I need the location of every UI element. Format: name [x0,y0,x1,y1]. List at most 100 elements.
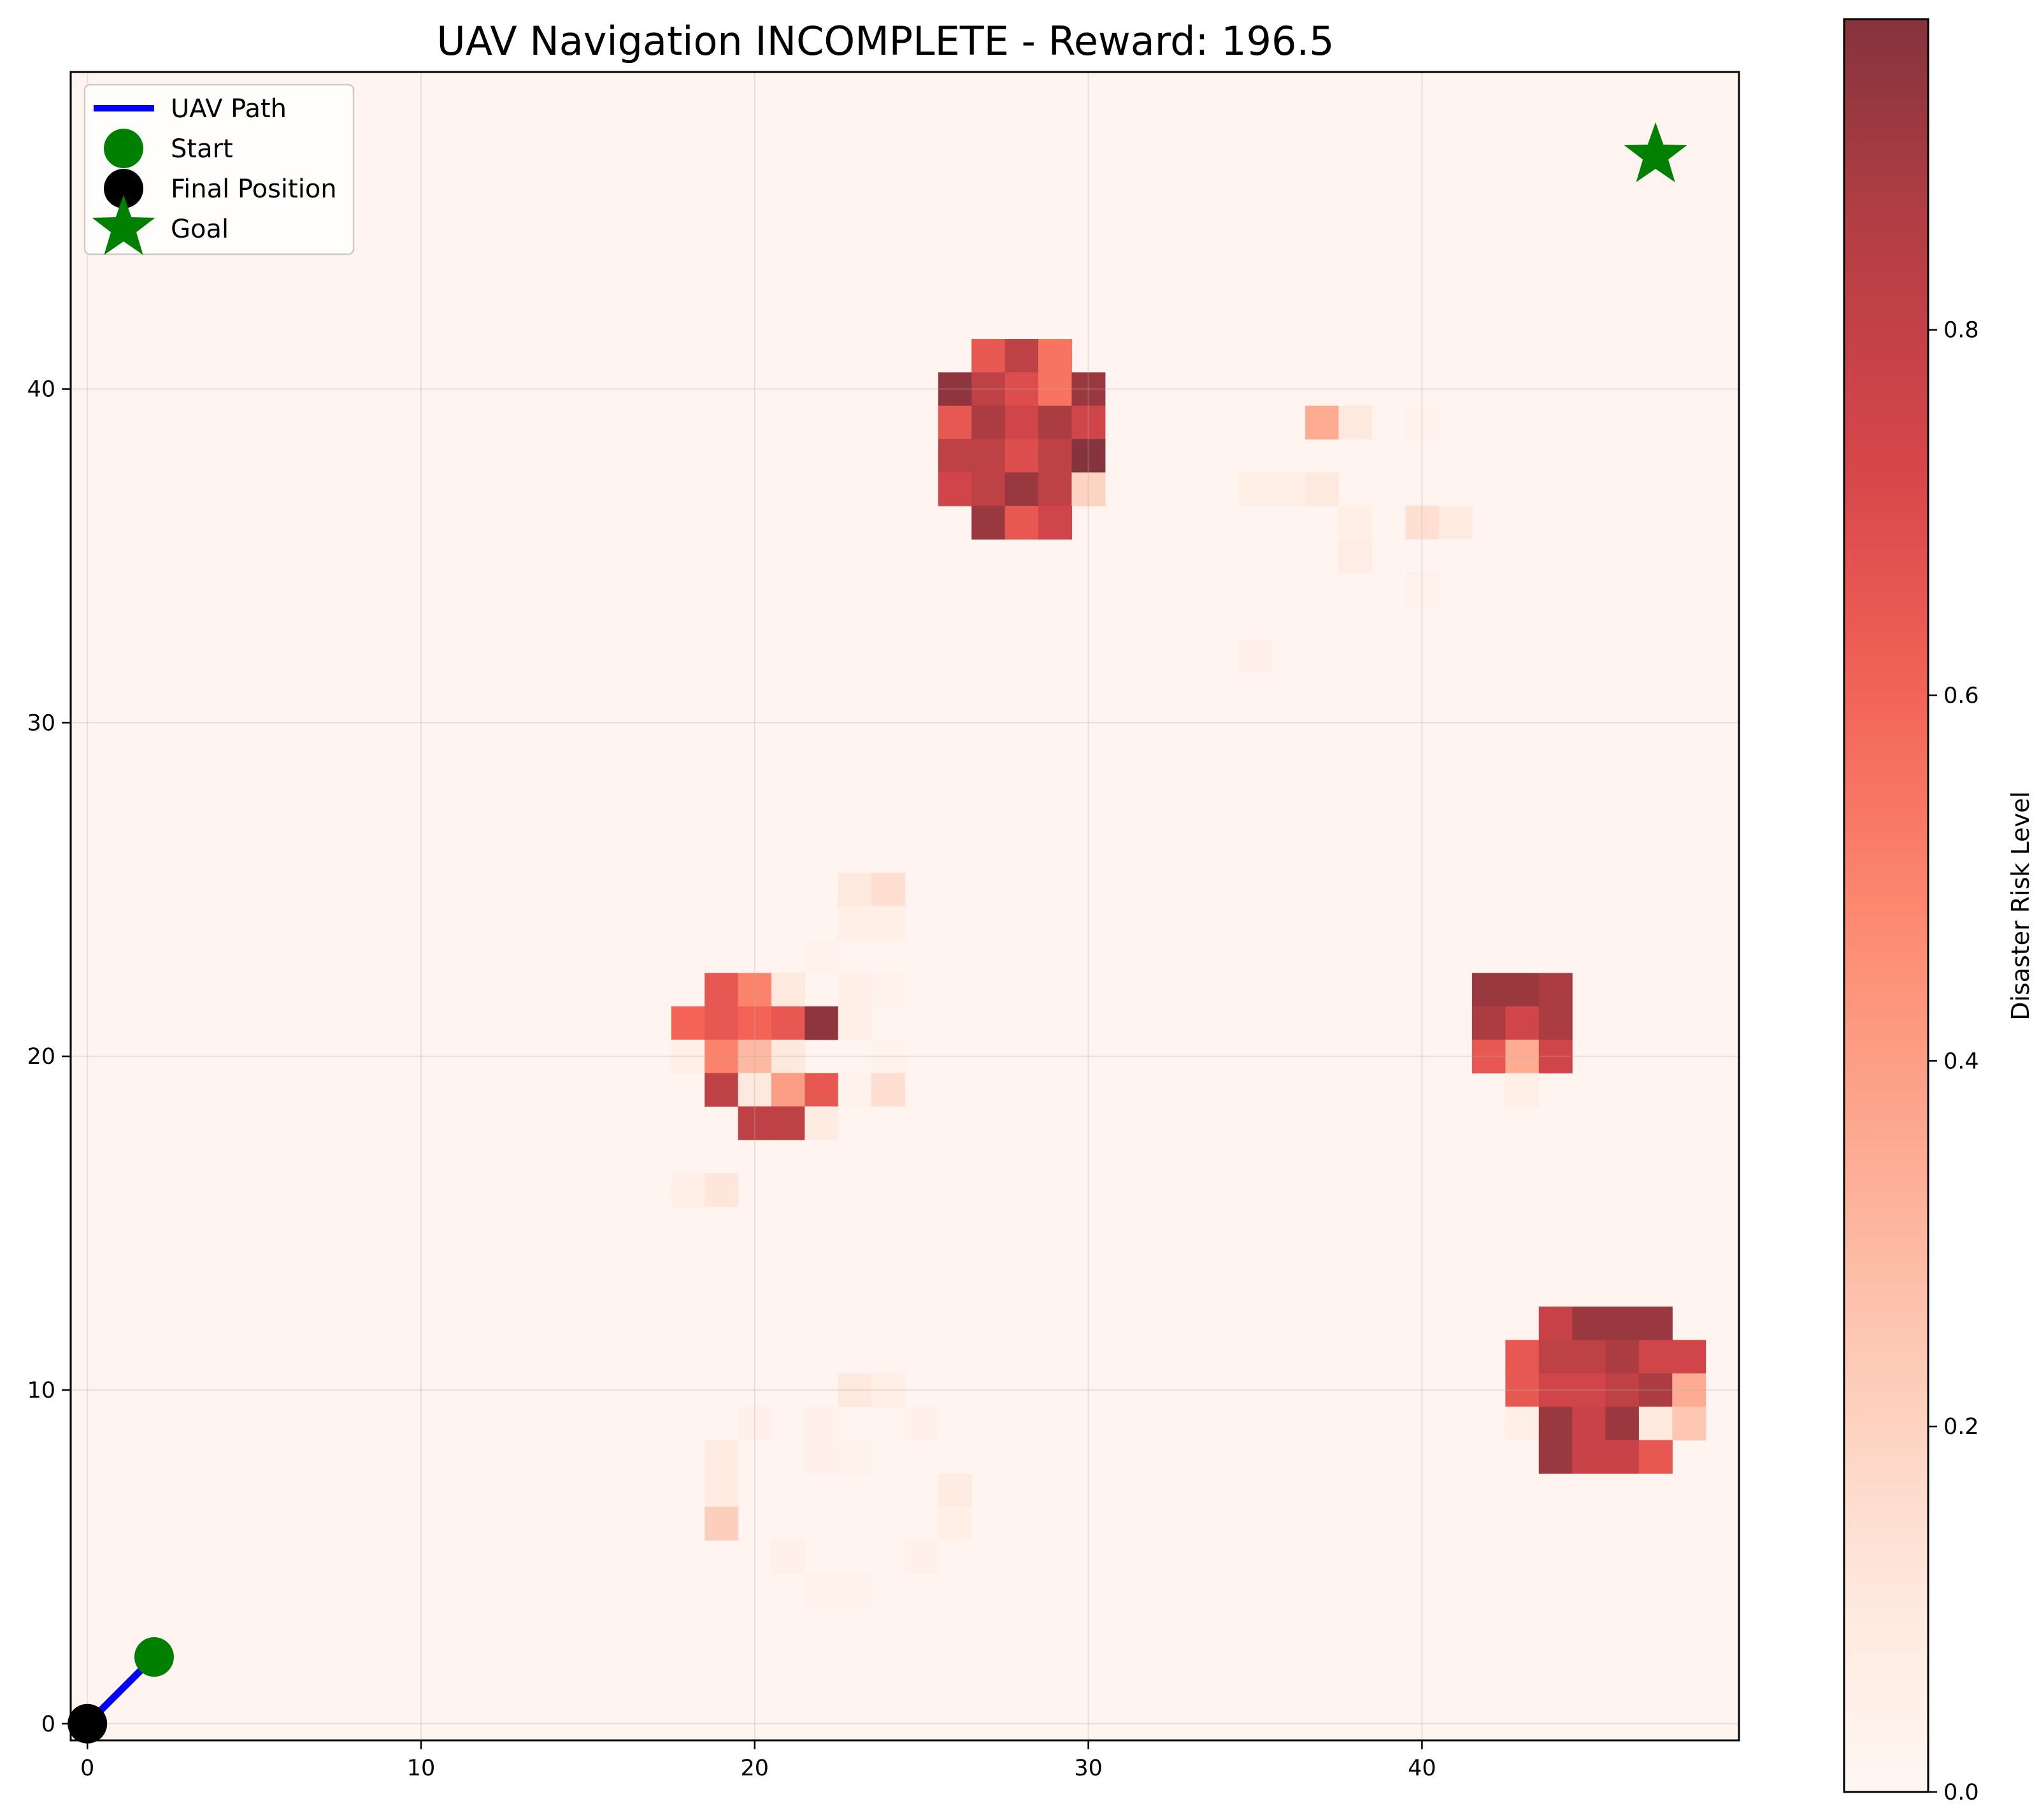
colorbar-tick-label: 0.4 [1943,1049,1979,1074]
heatmap-cell [1505,1340,1540,1374]
heatmap-cell [1605,1307,1640,1341]
heatmap-cell [905,1540,939,1574]
heatmap-cell [805,1440,839,1474]
heatmap-cell [1038,472,1072,506]
colorbar-tick-label: 0.0 [1943,1780,1979,1805]
legend-label-uav-path: UAV Path [171,94,287,124]
heatmap-cell [1238,472,1273,506]
heatmap-cell [738,1073,772,1107]
heatmap-cell [1038,372,1072,406]
heatmap-cell [1538,1340,1573,1374]
heatmap-cell [1572,1307,1606,1341]
heatmap-cell [1572,1440,1606,1474]
marker-start [134,1637,174,1677]
heatmap-cell [1638,1307,1673,1341]
legend-swatch-goal [92,195,155,255]
heatmap-cell [1071,372,1106,406]
x-tick-label: 0 [80,1756,94,1781]
heatmap-cell [1005,505,1039,540]
heatmap-cell [771,1006,805,1040]
heatmap-cell [705,1440,739,1474]
heatmap-cell [771,973,805,1007]
heatmap-cell [938,472,972,506]
heatmap-cell [838,906,872,940]
heatmap-cell [1071,405,1106,440]
heatmap-cell [1538,1440,1573,1474]
heatmap-cell [771,1073,805,1107]
heatmap-cell [1238,639,1273,673]
heatmap-cell [805,939,839,973]
heatmap-cell [938,372,972,406]
heatmap-cell [1071,472,1106,506]
heatmap-cell [1672,1373,1706,1407]
colorbar-tick-label: 0.2 [1943,1414,1979,1440]
marker-goal [1624,122,1687,182]
x-tick-label: 20 [741,1756,769,1781]
legend-swatch-start [104,129,143,168]
heatmap-cell [771,1106,805,1140]
heatmap-cell [1338,539,1373,573]
heatmap-cell [1572,1373,1606,1407]
heatmap-cell [1538,1407,1573,1441]
legend-swatch-final-position [104,169,143,208]
heatmap-cell [971,505,1006,540]
legend-label-start: Start [171,134,233,164]
heatmap-cell [738,1006,772,1040]
heatmap-cell [1471,973,1506,1007]
heatmap-cell [805,1073,839,1107]
legend-box [83,83,355,255]
heatmap-cell [671,1173,705,1207]
colorbar [1843,18,1929,1793]
heatmap-cell [838,1573,872,1608]
heatmap-cell [1538,1307,1573,1341]
heatmap-cell [871,1073,906,1107]
heatmap-cell [971,472,1006,506]
heatmap-cell [838,1006,872,1040]
heatmap-cell [1405,405,1440,440]
heatmap-cell [1005,405,1039,440]
heatmap-cell [705,1006,739,1040]
legend: UAV Path Start Final Position Goal [83,83,355,255]
y-axis: 0 10 20 30 40 [27,377,71,1737]
heatmap-cell [971,339,1006,373]
heatmap-cell [1438,505,1473,540]
heatmap-cell [1405,572,1440,606]
heatmap-cell [1405,505,1440,540]
heatmap-cell [838,973,872,1007]
heatmap-cell [805,1106,839,1140]
heatmap-cell [705,1040,739,1073]
x-tick-label: 40 [1408,1756,1436,1781]
heatmap-cell [671,1006,705,1040]
marker-final-position [68,1703,108,1744]
heatmap-cell [871,1373,906,1407]
heatmap-cell [1638,1340,1673,1374]
heatmap-cell [1638,1407,1673,1441]
heatmap-cell [1005,439,1039,473]
x-tick-label: 10 [407,1756,436,1781]
heatmap-cell [1605,1440,1640,1474]
x-tick-label: 30 [1074,1756,1103,1781]
heatmap-cell [1572,1340,1606,1374]
heatmap-cell [838,1373,872,1407]
heatmap-cell [1538,1040,1573,1073]
heatmap-cell [705,973,739,1007]
heatmap-cell [705,1073,739,1107]
heatmap-cell [871,1040,906,1073]
heatmap-cell [1038,505,1072,540]
heatmap-cell [705,1173,739,1207]
y-tick-label: 30 [27,710,55,736]
heatmap-cell [1505,973,1540,1007]
colorbar-tick-label: 0.6 [1943,684,1979,709]
heatmap-cell [871,973,906,1007]
heatmap-cell [738,1040,772,1073]
x-axis: 0 10 20 30 40 [80,1740,1436,1781]
heatmap-cell [838,1440,872,1474]
legend-label-goal: Goal [171,215,229,244]
heatmap-cell [1605,1407,1640,1441]
heatmap-cell [705,1473,739,1507]
heatmap-cell [771,1040,805,1073]
path-and-markers [68,122,1687,1744]
heatmap-cell [971,439,1006,473]
heatmap-cell [1505,1073,1540,1107]
